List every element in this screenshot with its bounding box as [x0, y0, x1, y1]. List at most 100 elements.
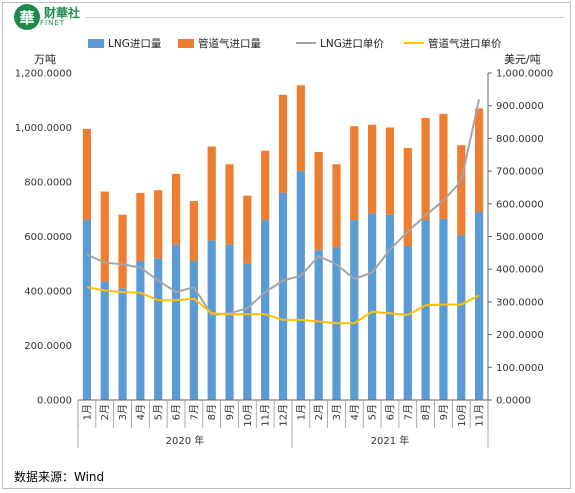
- bar-pipeline-volume: [474, 108, 484, 212]
- right-tick-label: 100.0000: [496, 363, 544, 374]
- right-tick-label: 200.0000: [496, 330, 544, 341]
- left-tick-label: 800.0000: [24, 178, 72, 189]
- bar-pipeline-volume: [136, 192, 145, 262]
- x-category-label: 6月: [384, 404, 396, 420]
- legend-swatch: [88, 39, 104, 48]
- bar-pipeline-volume: [189, 201, 198, 262]
- bar-lng-volume: [314, 250, 323, 400]
- bar-lng-volume: [171, 244, 181, 400]
- left-tick-label: 200.0000: [24, 341, 72, 352]
- bar-pipeline-volume: [385, 127, 395, 215]
- bar-lng-volume: [439, 218, 448, 400]
- right-tick-label: 900.0000: [496, 101, 544, 112]
- x-category-label: 1月: [295, 404, 307, 420]
- bar-lng-volume: [243, 263, 252, 400]
- bar-pipeline-volume: [278, 94, 288, 193]
- bar-lng-volume: [457, 235, 466, 400]
- bar-pipeline-volume: [314, 152, 323, 251]
- x-category-label: 5月: [367, 404, 379, 420]
- bar-pipeline-volume: [82, 128, 92, 221]
- x-category-label: 3月: [331, 404, 343, 420]
- x-category-label: 9月: [224, 404, 236, 420]
- x-category-label: 11月: [474, 404, 486, 427]
- legend-label: 管道气进口量: [198, 37, 261, 50]
- left-tick-label: 1,000.0000: [15, 123, 72, 134]
- bar-lng-volume: [154, 258, 163, 400]
- bar-lng-volume: [189, 261, 198, 400]
- chart-frame: [2, 2, 571, 489]
- bar-pipeline-volume: [243, 195, 252, 264]
- bar-lng-volume: [100, 281, 109, 400]
- bar-pipeline-volume: [421, 117, 430, 221]
- x-category-label: 7月: [402, 404, 414, 420]
- bar-pipeline-volume: [296, 85, 305, 172]
- right-tick-label: 0.0000: [496, 396, 531, 407]
- right-tick-label: 500.0000: [496, 232, 544, 243]
- bar-lng-volume: [136, 261, 145, 400]
- left-axis-unit: 万吨: [34, 53, 56, 66]
- right-tick-label: 1,000.0000: [496, 69, 553, 80]
- finet-logo: 華 财華社 FINET: [14, 4, 80, 30]
- bar-lng-volume: [261, 220, 270, 400]
- right-tick-label: 700.0000: [496, 167, 544, 178]
- bar-lng-volume: [403, 246, 412, 400]
- x-category-label: 7月: [188, 404, 200, 420]
- legend-label: LNG进口单价: [320, 38, 384, 50]
- x-category-label: 8月: [420, 404, 432, 420]
- x-category-label: 5月: [153, 404, 165, 420]
- bar-pipeline-volume: [350, 126, 359, 221]
- brand-sub: FINET: [40, 19, 66, 27]
- bar-pipeline-volume: [261, 150, 270, 221]
- x-category-label: 2月: [99, 404, 111, 420]
- x-category-label: 12月: [278, 404, 290, 427]
- bar-lng-volume: [385, 214, 395, 400]
- x-category-label: 4月: [349, 404, 361, 420]
- legend-swatch: [178, 39, 194, 48]
- bar-pipeline-volume: [403, 147, 412, 247]
- line-lng-price: [86, 98, 481, 317]
- bar-pipeline-volume: [100, 191, 109, 282]
- bar-pipeline-volume: [439, 113, 448, 219]
- right-tick-label: 600.0000: [496, 199, 544, 210]
- logo-text-block: 财華社 FINET: [40, 7, 80, 27]
- x-category-label: 4月: [135, 404, 147, 420]
- brand-name: 财華社: [44, 6, 81, 20]
- line-pipeline-price: [86, 286, 480, 325]
- x-category-label: 1月: [81, 404, 93, 420]
- bar-lng-volume: [82, 220, 92, 400]
- bar-lng-volume: [296, 171, 305, 400]
- x-category-label: 6月: [171, 404, 183, 420]
- right-tick-label: 400.0000: [496, 265, 544, 276]
- left-tick-label: 0.0000: [37, 396, 72, 407]
- x-category-label: 11月: [260, 404, 272, 427]
- bar-lng-volume: [225, 244, 234, 400]
- bar-pipeline-volume: [171, 173, 181, 245]
- x-category-label: 2月: [313, 404, 325, 420]
- bar-lng-volume: [207, 240, 216, 400]
- data-source: 数据来源：Wind: [14, 470, 105, 484]
- bar-pipeline-volume: [207, 146, 216, 241]
- bar-pipeline-volume: [332, 164, 341, 248]
- header-divider: [86, 17, 564, 18]
- bar-pipeline-volume: [154, 190, 163, 259]
- left-tick-label: 600.0000: [24, 232, 72, 243]
- year-group-label: 2021 年: [371, 434, 410, 447]
- left-tick-label: 400.0000: [24, 287, 72, 298]
- finet-logo-icon: 華: [14, 4, 40, 30]
- bar-lng-volume: [421, 220, 430, 400]
- x-category-label: 9月: [438, 404, 450, 420]
- bar-lng-volume: [474, 211, 484, 400]
- legend-label: 管道气进口单价: [428, 37, 502, 50]
- legend-label: LNG进口量: [108, 38, 162, 50]
- bar-pipeline-volume: [225, 164, 234, 245]
- right-axis-unit: 美元/吨: [504, 53, 541, 66]
- right-tick-label: 800.0000: [496, 134, 544, 145]
- bar-lng-volume: [368, 213, 377, 400]
- bar-pipeline-volume: [118, 214, 127, 289]
- x-category-label: 10月: [242, 404, 254, 427]
- bar-lng-volume: [350, 220, 359, 400]
- bar-pipeline-volume: [457, 145, 466, 236]
- bar-pipeline-volume: [368, 124, 377, 214]
- x-category-label: 3月: [117, 404, 129, 420]
